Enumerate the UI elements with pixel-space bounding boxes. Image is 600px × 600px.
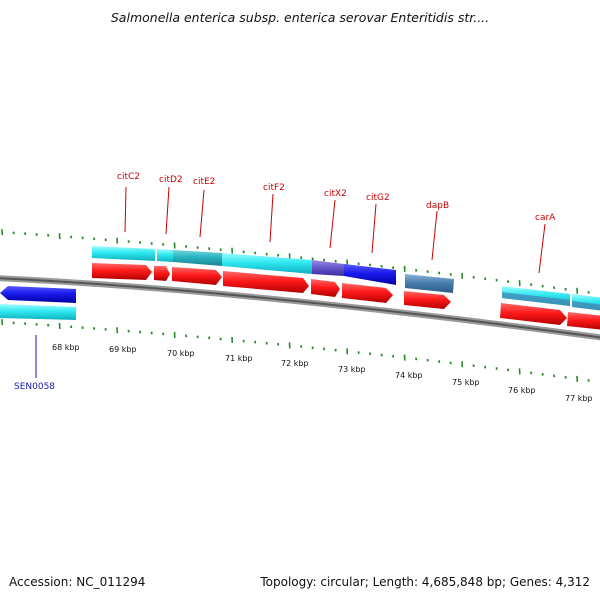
scale-label: 69 kbp — [109, 345, 137, 354]
gene-label-citF2[interactable]: citF2 — [263, 183, 285, 193]
gene-label-carA[interactable]: carA — [535, 213, 556, 223]
gene-label-citE2[interactable]: citE2 — [193, 177, 215, 187]
gene-arrow-5[interactable] — [311, 279, 340, 297]
gene-arrow-6[interactable] — [342, 283, 393, 303]
leader-citG2 — [371, 203, 377, 254]
leader-citF2 — [269, 193, 274, 243]
gene-leader-lines — [35, 186, 546, 378]
gene-label-dapB[interactable]: dapB — [426, 201, 449, 211]
outer-tick-track — [1, 229, 590, 294]
gene-arrow-3[interactable] — [172, 267, 222, 285]
gene-arrow-9[interactable] — [567, 312, 600, 330]
gene-citX2-block[interactable] — [312, 260, 344, 276]
leader-citC2 — [124, 186, 127, 233]
summary-text: Topology: circular; Length: 4,685,848 bp… — [260, 575, 590, 589]
scale-label: 76 kbp — [508, 386, 536, 395]
gene-citE2-block[interactable] — [173, 250, 222, 266]
gene-SEN0058-blue-arrow[interactable] — [0, 286, 76, 303]
gene-arrow-1[interactable] — [92, 263, 152, 280]
gene-label-citC2[interactable]: citC2 — [117, 172, 140, 182]
gene-label-citD2[interactable]: citD2 — [159, 175, 183, 185]
gene-carB-shade — [572, 301, 600, 311]
leader-citX2 — [329, 199, 336, 249]
gene-carA-shade — [502, 292, 570, 306]
scale-label: 77 kbp — [565, 394, 593, 403]
leader-citD2 — [165, 186, 170, 235]
left-genes — [0, 286, 76, 320]
gene-dapB-block[interactable] — [405, 274, 454, 293]
gene-label-SEN0058[interactable]: SEN0058 — [14, 382, 55, 392]
gene-citC2-block[interactable] — [92, 246, 155, 261]
gene-label-citG2[interactable]: citG2 — [366, 193, 390, 203]
gene-citD2-block[interactable] — [157, 249, 173, 262]
red-arrow-genes — [92, 263, 600, 330]
gene-label-citX2[interactable]: citX2 — [324, 189, 347, 199]
scale-label: 71 kbp — [225, 354, 253, 363]
leader-carA — [538, 223, 546, 274]
gene-SEN0058-block[interactable] — [0, 304, 76, 320]
scale-label: 70 kbp — [167, 349, 195, 358]
gene-citF2-block[interactable] — [222, 253, 312, 274]
scale-label: 75 kbp — [452, 378, 480, 387]
gene-labels: citC2 citD2 citE2 citF2 citX2 citG2 dapB… — [14, 172, 556, 392]
accession-text: Accession: NC_011294 — [9, 575, 146, 589]
forward-strand-genes — [92, 246, 600, 311]
scale-labels: 68 kbp 69 kbp 70 kbp 71 kbp 72 kbp 73 kb… — [52, 343, 593, 403]
leader-citE2 — [199, 189, 205, 238]
scale-label: 72 kbp — [281, 359, 309, 368]
inner-tick-track — [1, 319, 590, 382]
scale-label: 73 kbp — [338, 365, 366, 374]
scale-label: 74 kbp — [395, 371, 423, 380]
leader-dapB — [431, 210, 438, 261]
map-title: Salmonella enterica subsp. enterica sero… — [110, 10, 490, 25]
gene-citG2-block[interactable] — [344, 264, 396, 285]
scale-label: 68 kbp — [52, 343, 80, 352]
gene-arrow-4[interactable] — [223, 271, 309, 293]
gene-arrow-7[interactable] — [404, 291, 451, 309]
genome-backbone-core — [0, 277, 600, 339]
gene-arrow-8[interactable] — [500, 303, 567, 325]
gene-arrow-2[interactable] — [154, 266, 170, 281]
